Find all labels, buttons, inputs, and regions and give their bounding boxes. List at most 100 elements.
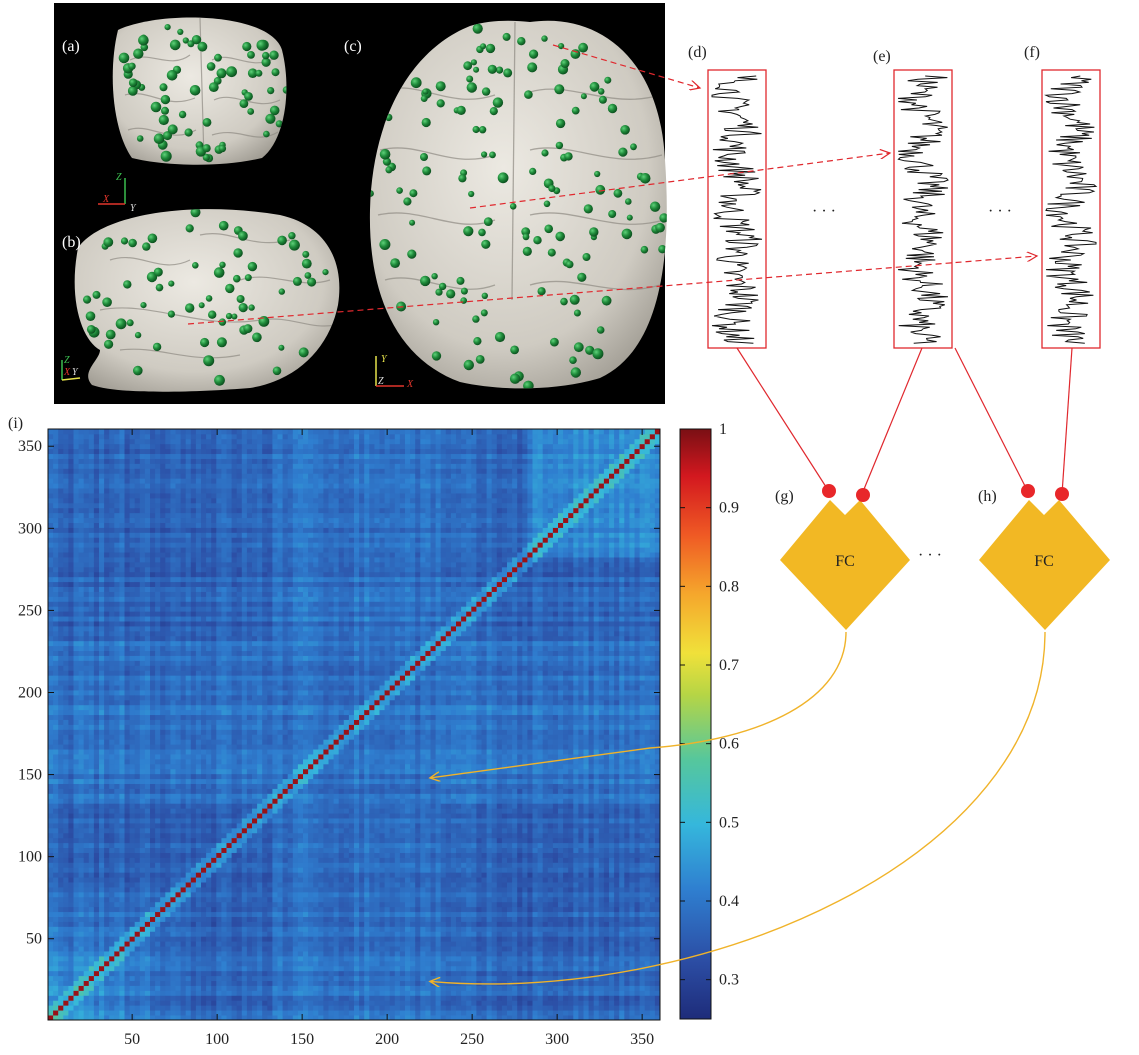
heatmap-cell [231,827,238,834]
heatmap-cell [63,645,69,652]
heatmap-cell [195,502,202,509]
heatmap-cell [201,537,207,543]
heatmap-cell [124,783,130,789]
heatmap-cell [165,640,171,647]
heatmap-cell [78,611,85,617]
heatmap-cell [73,586,79,592]
heatmap-cell [139,778,146,784]
heatmap-cell [221,680,227,686]
heatmap-cell [109,699,115,706]
heatmap-cell [129,931,136,937]
heatmap-cell [119,768,125,775]
heatmap-cell [104,758,110,765]
heatmap-cell [160,473,166,479]
heatmap-cell [48,744,54,750]
heatmap-cell [216,960,222,967]
heatmap-cell [206,946,212,952]
heatmap-cell [236,448,243,455]
heatmap-cell [83,630,90,637]
heatmap-cell [150,749,156,755]
heatmap-cell [226,980,232,986]
heatmap-cell [129,960,136,967]
heatmap-cell [48,926,54,932]
heatmap-cell [155,749,161,755]
heatmap-cell [78,621,85,627]
heatmap-cell [175,547,181,553]
heatmap-cell [114,606,120,612]
heatmap-cell [144,576,151,583]
heatmap-cell [139,985,146,991]
heatmap-cell [211,901,217,908]
heatmap-cell [160,823,166,829]
heatmap-cell [185,601,192,607]
heatmap-cell [221,645,227,652]
heatmap-cell [201,970,207,977]
heatmap-cell [226,788,232,794]
heatmap-cell [236,606,243,612]
heatmap-cell [88,921,95,927]
electrode-sphere [580,93,587,100]
heatmap-cell [63,906,69,913]
heatmap-cell [150,443,156,450]
heatmap-cell [139,803,146,809]
heatmap-cell [155,616,161,622]
heatmap-cell [155,734,161,740]
heatmap-cell [114,734,120,740]
heatmap-cell [201,734,207,740]
heatmap-cell [88,808,95,814]
heatmap-cell [175,655,181,661]
heatmap-cell [93,783,100,789]
heatmap-cell [221,1005,227,1011]
heatmap-cell [216,808,222,814]
heatmap-cell [195,1015,202,1021]
heatmap-cell [180,867,187,873]
heatmap-cell [190,665,197,671]
heatmap-cell [231,517,238,523]
heatmap-cell [236,616,243,622]
heatmap-cell [48,483,54,489]
heatmap-cell [221,1015,227,1021]
heatmap-cell [124,921,130,927]
heatmap-cell [206,906,212,913]
heatmap-cell [99,783,105,789]
heatmap-cell [216,827,222,834]
heatmap-cell [134,768,141,775]
heatmap-cell [73,650,79,656]
heatmap-cell [53,512,59,519]
heatmap-cell [109,1015,115,1021]
heatmap-cell [201,729,207,735]
heatmap-cell [68,926,74,932]
heatmap-cell [221,655,227,661]
heatmap-cell [83,921,90,927]
heatmap-cell [119,517,125,523]
heatmap-cell [109,719,115,725]
heatmap-cell [226,906,232,913]
heatmap-cell [170,690,176,696]
heatmap-cell [73,803,79,809]
heatmap-cell [221,581,227,587]
heatmap-cell [206,778,212,784]
heatmap-cell [175,650,181,656]
heatmap-cell [144,473,151,479]
heatmap-cell [231,483,238,489]
heatmap-cell [165,951,171,957]
heatmap-cell [48,576,54,583]
heatmap-cell [170,955,176,962]
heatmap-cell [160,936,166,942]
heatmap-cell [221,478,227,484]
heatmap-cell [104,497,110,504]
heatmap-cell [195,739,202,745]
heatmap-cell [211,739,217,745]
axis-gizmo-b: Z X Y [61,355,81,381]
heatmap-cell [236,714,243,720]
label-b: (b) [62,234,81,251]
heatmap-cell [124,527,130,533]
heatmap-cell [160,783,166,789]
heatmap-cell [109,793,115,799]
heatmap-cell [83,916,90,922]
heatmap-cell [226,857,232,863]
electrode-sphere [142,242,151,251]
electrode-sphere [577,272,587,282]
heatmap-cell [175,906,181,913]
heatmap-cell [190,714,197,720]
